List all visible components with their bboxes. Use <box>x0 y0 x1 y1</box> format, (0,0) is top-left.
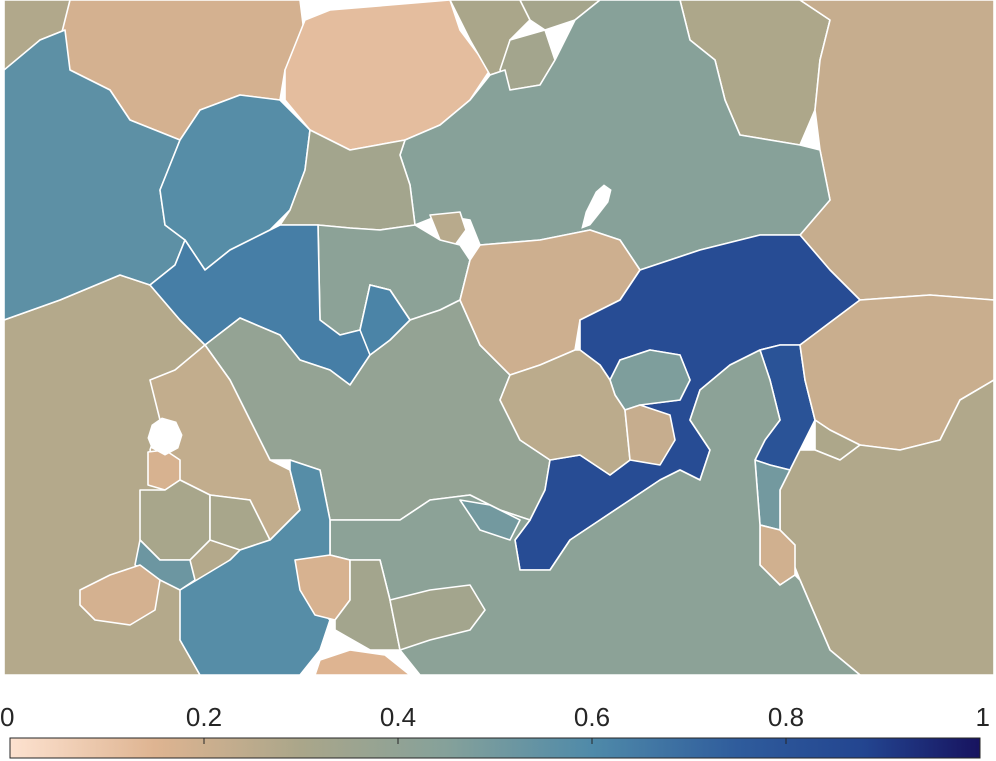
region[interactable] <box>359 284 411 356</box>
region[interactable] <box>139 479 211 561</box>
region[interactable] <box>609 349 691 411</box>
region[interactable] <box>389 584 486 651</box>
region[interactable] <box>459 229 641 376</box>
colorbar-gradient-bar <box>10 738 980 758</box>
colorbar-tick-label: 1 <box>976 702 990 732</box>
region[interactable] <box>459 499 521 541</box>
colorbar-tick-label: 0.6 <box>574 702 610 732</box>
region[interactable] <box>179 459 331 675</box>
region[interactable] <box>519 0 601 31</box>
colorbar-tick-label: 0.4 <box>380 702 416 732</box>
region[interactable] <box>624 404 676 466</box>
lake-west <box>147 417 183 456</box>
region[interactable] <box>334 559 401 651</box>
region[interactable] <box>79 564 161 626</box>
lake-east <box>581 184 612 229</box>
colorbar-tick-label: 0.8 <box>768 702 804 732</box>
map-regions <box>4 0 994 675</box>
colorbar-tick-label: 0.2 <box>186 702 222 732</box>
region[interactable] <box>429 211 467 246</box>
colorbar-ticks: 0 0.2 0.4 0.6 0.8 1 <box>0 702 990 744</box>
region[interactable] <box>799 0 994 301</box>
region[interactable] <box>314 649 411 675</box>
colorbar-tick-label: 0 <box>0 702 14 732</box>
colorbar: 0 0.2 0.4 0.6 0.8 1 <box>0 702 990 759</box>
region[interactable] <box>159 94 311 271</box>
colorbar-frame <box>9 737 981 759</box>
